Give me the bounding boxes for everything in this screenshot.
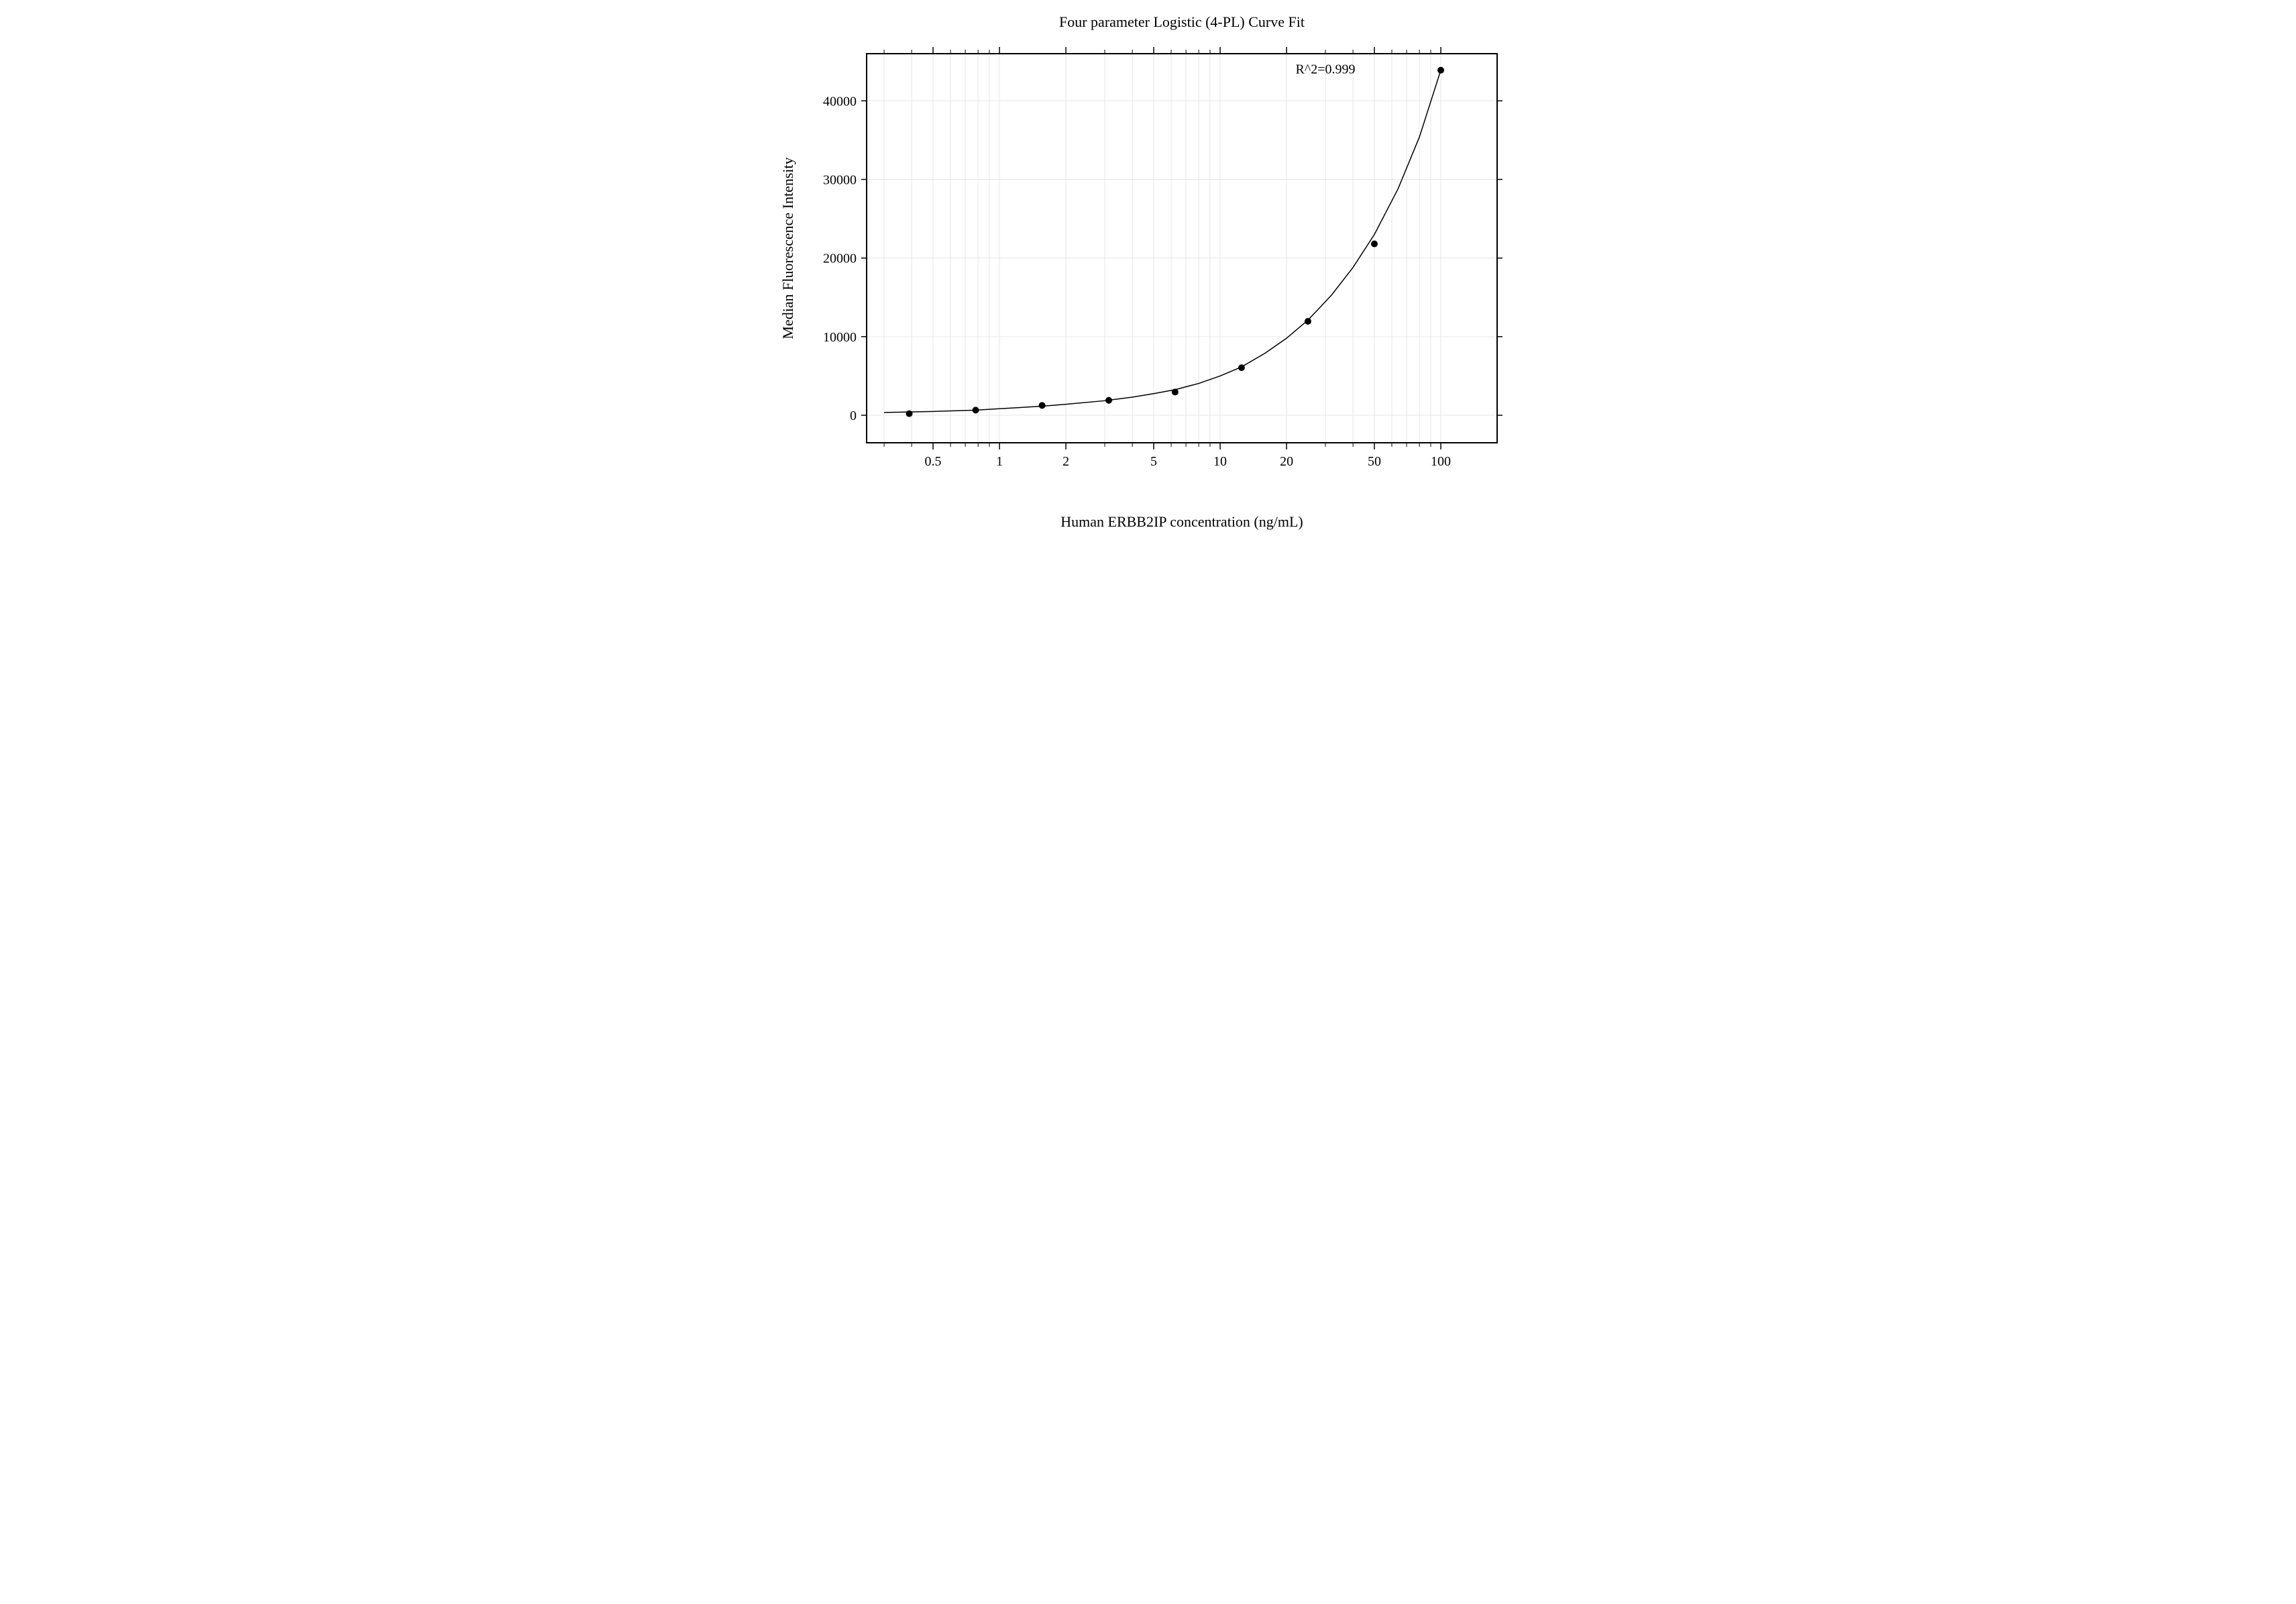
data-point	[1437, 67, 1444, 74]
data-point	[972, 407, 979, 413]
x-tick-label: 1	[996, 454, 1003, 469]
y-tick-label: 20000	[823, 252, 857, 266]
r-squared-annotation: R^2=0.999	[1295, 62, 1355, 76]
x-axis-label: Human ERBB2IP concentration (ng/mL)	[1060, 513, 1303, 530]
x-tick-label: 10	[1213, 454, 1227, 469]
y-tick-label: 0	[850, 409, 857, 423]
y-axis-label: Median Fluorescence Intensity	[779, 157, 796, 339]
y-tick-label: 30000	[823, 172, 857, 187]
data-point	[906, 411, 912, 417]
data-point	[1370, 241, 1377, 248]
data-point	[1304, 318, 1311, 325]
plot-area: 0 10000 20000 30000 40000 0.5 1 2 5 10 20 50 100	[823, 47, 1502, 469]
data-point	[1038, 402, 1045, 409]
x-tick-label: 2	[1062, 454, 1069, 469]
x-tick-label: 5	[1150, 454, 1157, 469]
y-tick-label: 10000	[823, 330, 857, 345]
x-tick-label: 50	[1367, 454, 1380, 469]
data-point	[1105, 397, 1112, 404]
x-tick-label: 100	[1431, 454, 1451, 469]
x-tick-label: 0.5	[924, 454, 941, 469]
y-tick-label: 40000	[823, 94, 857, 109]
data-point	[1238, 364, 1244, 371]
x-tick-label: 20	[1280, 454, 1293, 469]
fit-curve	[884, 70, 1441, 413]
chart-container: Four parameter Logistic (4-PL) Curve Fit…	[746, 0, 1551, 562]
chart-svg: Four parameter Logistic (4-PL) Curve Fit…	[746, 0, 1551, 562]
data-point	[1171, 388, 1178, 395]
chart-title: Four parameter Logistic (4-PL) Curve Fit	[1059, 13, 1305, 30]
